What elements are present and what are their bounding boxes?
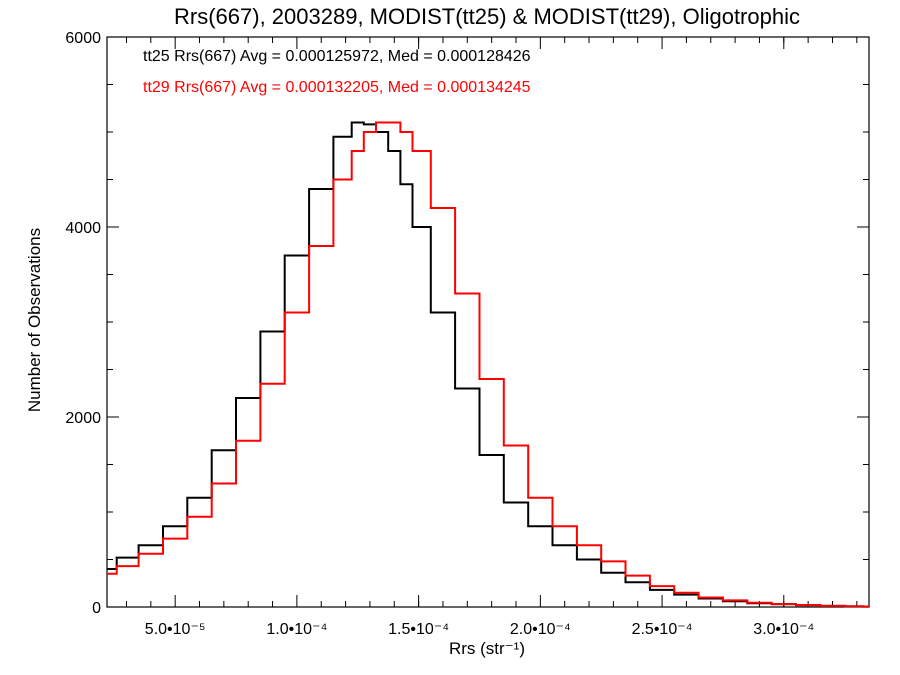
y-tick-label: 2000 (65, 410, 101, 427)
y-tick-label: 0 (92, 600, 101, 617)
chart-title: Rrs(667), 2003289, MODIST(tt25) & MODIST… (174, 4, 800, 29)
y-tick-label: 6000 (65, 30, 101, 47)
x-axis-label: Rrs (str⁻¹) (449, 639, 525, 658)
y-tick-label: 4000 (65, 220, 101, 237)
x-tick-label: 2.0•10⁻⁴ (510, 621, 571, 638)
y-axis-ticks: 0 2000 4000 6000 (65, 30, 869, 617)
x-tick-label: 1.0•10⁻⁴ (266, 621, 327, 638)
y-axis-label: Number of Observations (25, 228, 44, 412)
plot-frame (106, 36, 870, 608)
legend-entry-tt25: tt25 Rrs(667) Avg = 0.000125972, Med = 0… (143, 48, 531, 65)
x-tick-label: 5.0•10⁻⁵ (145, 621, 206, 638)
series-line-0 (107, 121, 869, 608)
legend-entry-tt29: tt29 Rrs(667) Avg = 0.000132205, Med = 0… (143, 79, 531, 96)
series-layer (107, 121, 869, 608)
x-tick-label: 1.5•10⁻⁴ (388, 621, 449, 638)
x-tick-label: 3.0•10⁻⁴ (753, 621, 814, 638)
x-tick-label: 2.5•10⁻⁴ (632, 621, 693, 638)
x-axis-ticks: 5.0•10⁻⁵ 1.0•10⁻⁴ 1.5•10⁻⁴ 2.0•10⁻⁴ 2.5•10⁻⁴… (125, 37, 858, 638)
series-line-1 (107, 121, 869, 608)
